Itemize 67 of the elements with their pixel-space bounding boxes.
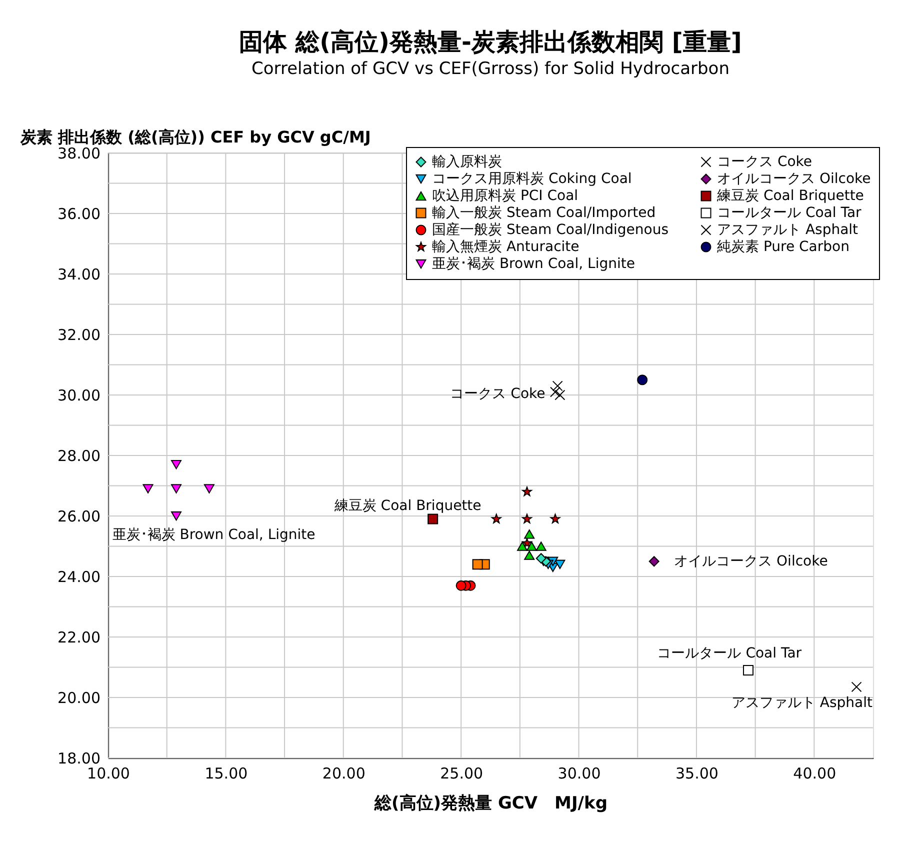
point <box>171 511 182 521</box>
x-tick-label: 15.00 <box>204 764 248 782</box>
point <box>743 665 754 676</box>
legend-label: コークス用原料炭 Coking Coal <box>432 171 632 187</box>
annotation: アスファルト Asphalt <box>731 694 874 711</box>
point <box>517 542 528 551</box>
annotation: コークス Coke <box>450 386 546 402</box>
x-tick-label: 20.00 <box>322 764 366 782</box>
legend-label: 亜炭･褐炭 Brown Coal, Lignite <box>432 256 635 272</box>
point <box>524 550 535 560</box>
point <box>550 514 560 524</box>
point <box>524 530 535 539</box>
y-tick-label: 38.00 <box>58 144 100 162</box>
point <box>522 514 532 524</box>
y-tick-label: 36.00 <box>58 205 100 223</box>
point <box>554 560 566 570</box>
point <box>171 484 182 494</box>
legend-label: 純炭素 Pure Carbon <box>717 239 850 255</box>
legend-label: 輸入原料炭 <box>432 154 502 170</box>
point <box>171 460 182 470</box>
point <box>536 542 546 551</box>
point <box>491 514 502 524</box>
chart-subtitle: Correlation of GCV vs CEF(Grross) for Solid Hydrocarbon <box>252 59 730 79</box>
point <box>526 542 537 551</box>
point <box>550 386 560 398</box>
x-tick-label: 10.00 <box>87 764 130 782</box>
legend-label: アスファルト Asphalt <box>717 222 859 238</box>
y-tick-label: 20.00 <box>58 689 100 707</box>
legend-label: 輸入一般炭 Steam Coal/Imported <box>432 205 656 221</box>
y-tick-label: 22.00 <box>58 628 100 646</box>
legend-label: 輸入無煙炭 Anturacite <box>432 239 580 255</box>
legend-label: コールタール Coal Tar <box>717 205 862 221</box>
legend-label: コークス Coke <box>717 154 812 170</box>
point <box>637 374 648 386</box>
point <box>204 484 214 494</box>
point <box>456 580 466 591</box>
annotation: 練豆炭 Coal Briquette <box>333 498 482 514</box>
y-tick-label: 28.00 <box>58 447 100 465</box>
y-tick-label: 34.00 <box>58 266 100 284</box>
annotation: オイルコークス Oilcoke <box>674 553 828 570</box>
annotation: 亜炭･褐炭 Brown Coal, Lignite <box>112 527 316 543</box>
point <box>552 380 563 392</box>
x-tick-label: 25.00 <box>440 764 484 782</box>
y-tick-label: 30.00 <box>58 386 100 404</box>
legend-label: オイルコークス Oilcoke <box>717 171 871 187</box>
point <box>522 486 532 496</box>
chart-title: 固体 総(高位)発熱量-炭素排出係数相関 [重量] <box>239 28 742 56</box>
x-tick-label: 30.00 <box>558 764 601 782</box>
point <box>428 514 438 524</box>
annotation: コールタール Coal Tar <box>657 645 802 662</box>
point <box>648 556 660 567</box>
x-tick-label: 40.00 <box>793 764 836 782</box>
legend-label: 吹込用原料炭 PCI Coal <box>432 188 578 204</box>
point <box>554 390 566 400</box>
point <box>851 682 862 692</box>
y-tick-label: 26.00 <box>58 508 100 526</box>
point <box>472 559 483 570</box>
point <box>142 484 154 494</box>
y-tick-label: 18.00 <box>58 750 100 768</box>
x-tick-label: 35.00 <box>675 764 718 782</box>
legend-label: 国産一般炭 Steam Coal/Indigenous <box>432 222 669 238</box>
legend-label: 練豆炭 Coal Briquette <box>716 188 864 204</box>
y-tick-label: 32.00 <box>58 326 100 344</box>
y-tick-label: 24.00 <box>58 568 100 586</box>
y-axis-title: 炭素 排出係数 (総(高位)) CEF by GCV gC/MJ <box>20 128 371 146</box>
x-axis-title: 総(高位)発熱量 GCV MJ/kg <box>374 794 608 814</box>
point <box>536 553 546 564</box>
